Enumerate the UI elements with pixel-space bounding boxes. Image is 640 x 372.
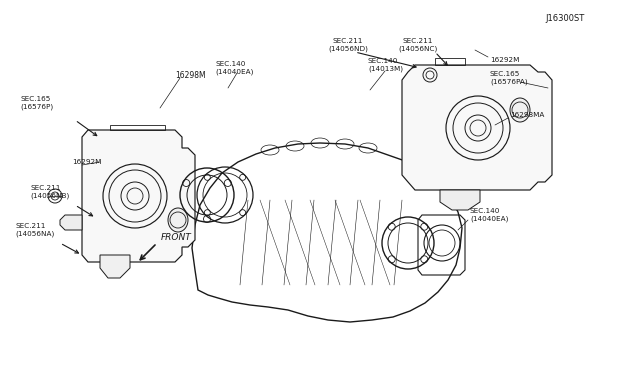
Text: SEC.140
(14040EA): SEC.140 (14040EA) — [470, 208, 508, 222]
Polygon shape — [82, 130, 195, 262]
Ellipse shape — [510, 98, 530, 122]
Polygon shape — [60, 215, 82, 230]
Text: FRONT: FRONT — [161, 232, 192, 241]
Text: SEC.211
(14056ND): SEC.211 (14056ND) — [328, 38, 368, 52]
Polygon shape — [100, 255, 130, 278]
Text: SEC.165
(16576P): SEC.165 (16576P) — [20, 96, 53, 110]
Text: 16298M: 16298M — [175, 71, 205, 80]
Text: SEC.165
(16576PA): SEC.165 (16576PA) — [490, 71, 527, 85]
Text: 16292M: 16292M — [490, 57, 520, 63]
Text: SEC.211
(14056NC): SEC.211 (14056NC) — [398, 38, 438, 52]
Text: 16298MA: 16298MA — [510, 112, 545, 118]
Text: J16300ST: J16300ST — [545, 13, 584, 22]
Text: SEC.140
(14013M): SEC.140 (14013M) — [368, 58, 403, 72]
Text: SEC.140
(14040EA): SEC.140 (14040EA) — [215, 61, 253, 75]
Polygon shape — [440, 190, 480, 210]
Text: SEC.211
(14056NA): SEC.211 (14056NA) — [15, 223, 54, 237]
Text: 16292M: 16292M — [72, 159, 101, 165]
Ellipse shape — [168, 208, 188, 232]
Text: SEC.211
(14056NB): SEC.211 (14056NB) — [30, 185, 69, 199]
Polygon shape — [402, 65, 552, 190]
